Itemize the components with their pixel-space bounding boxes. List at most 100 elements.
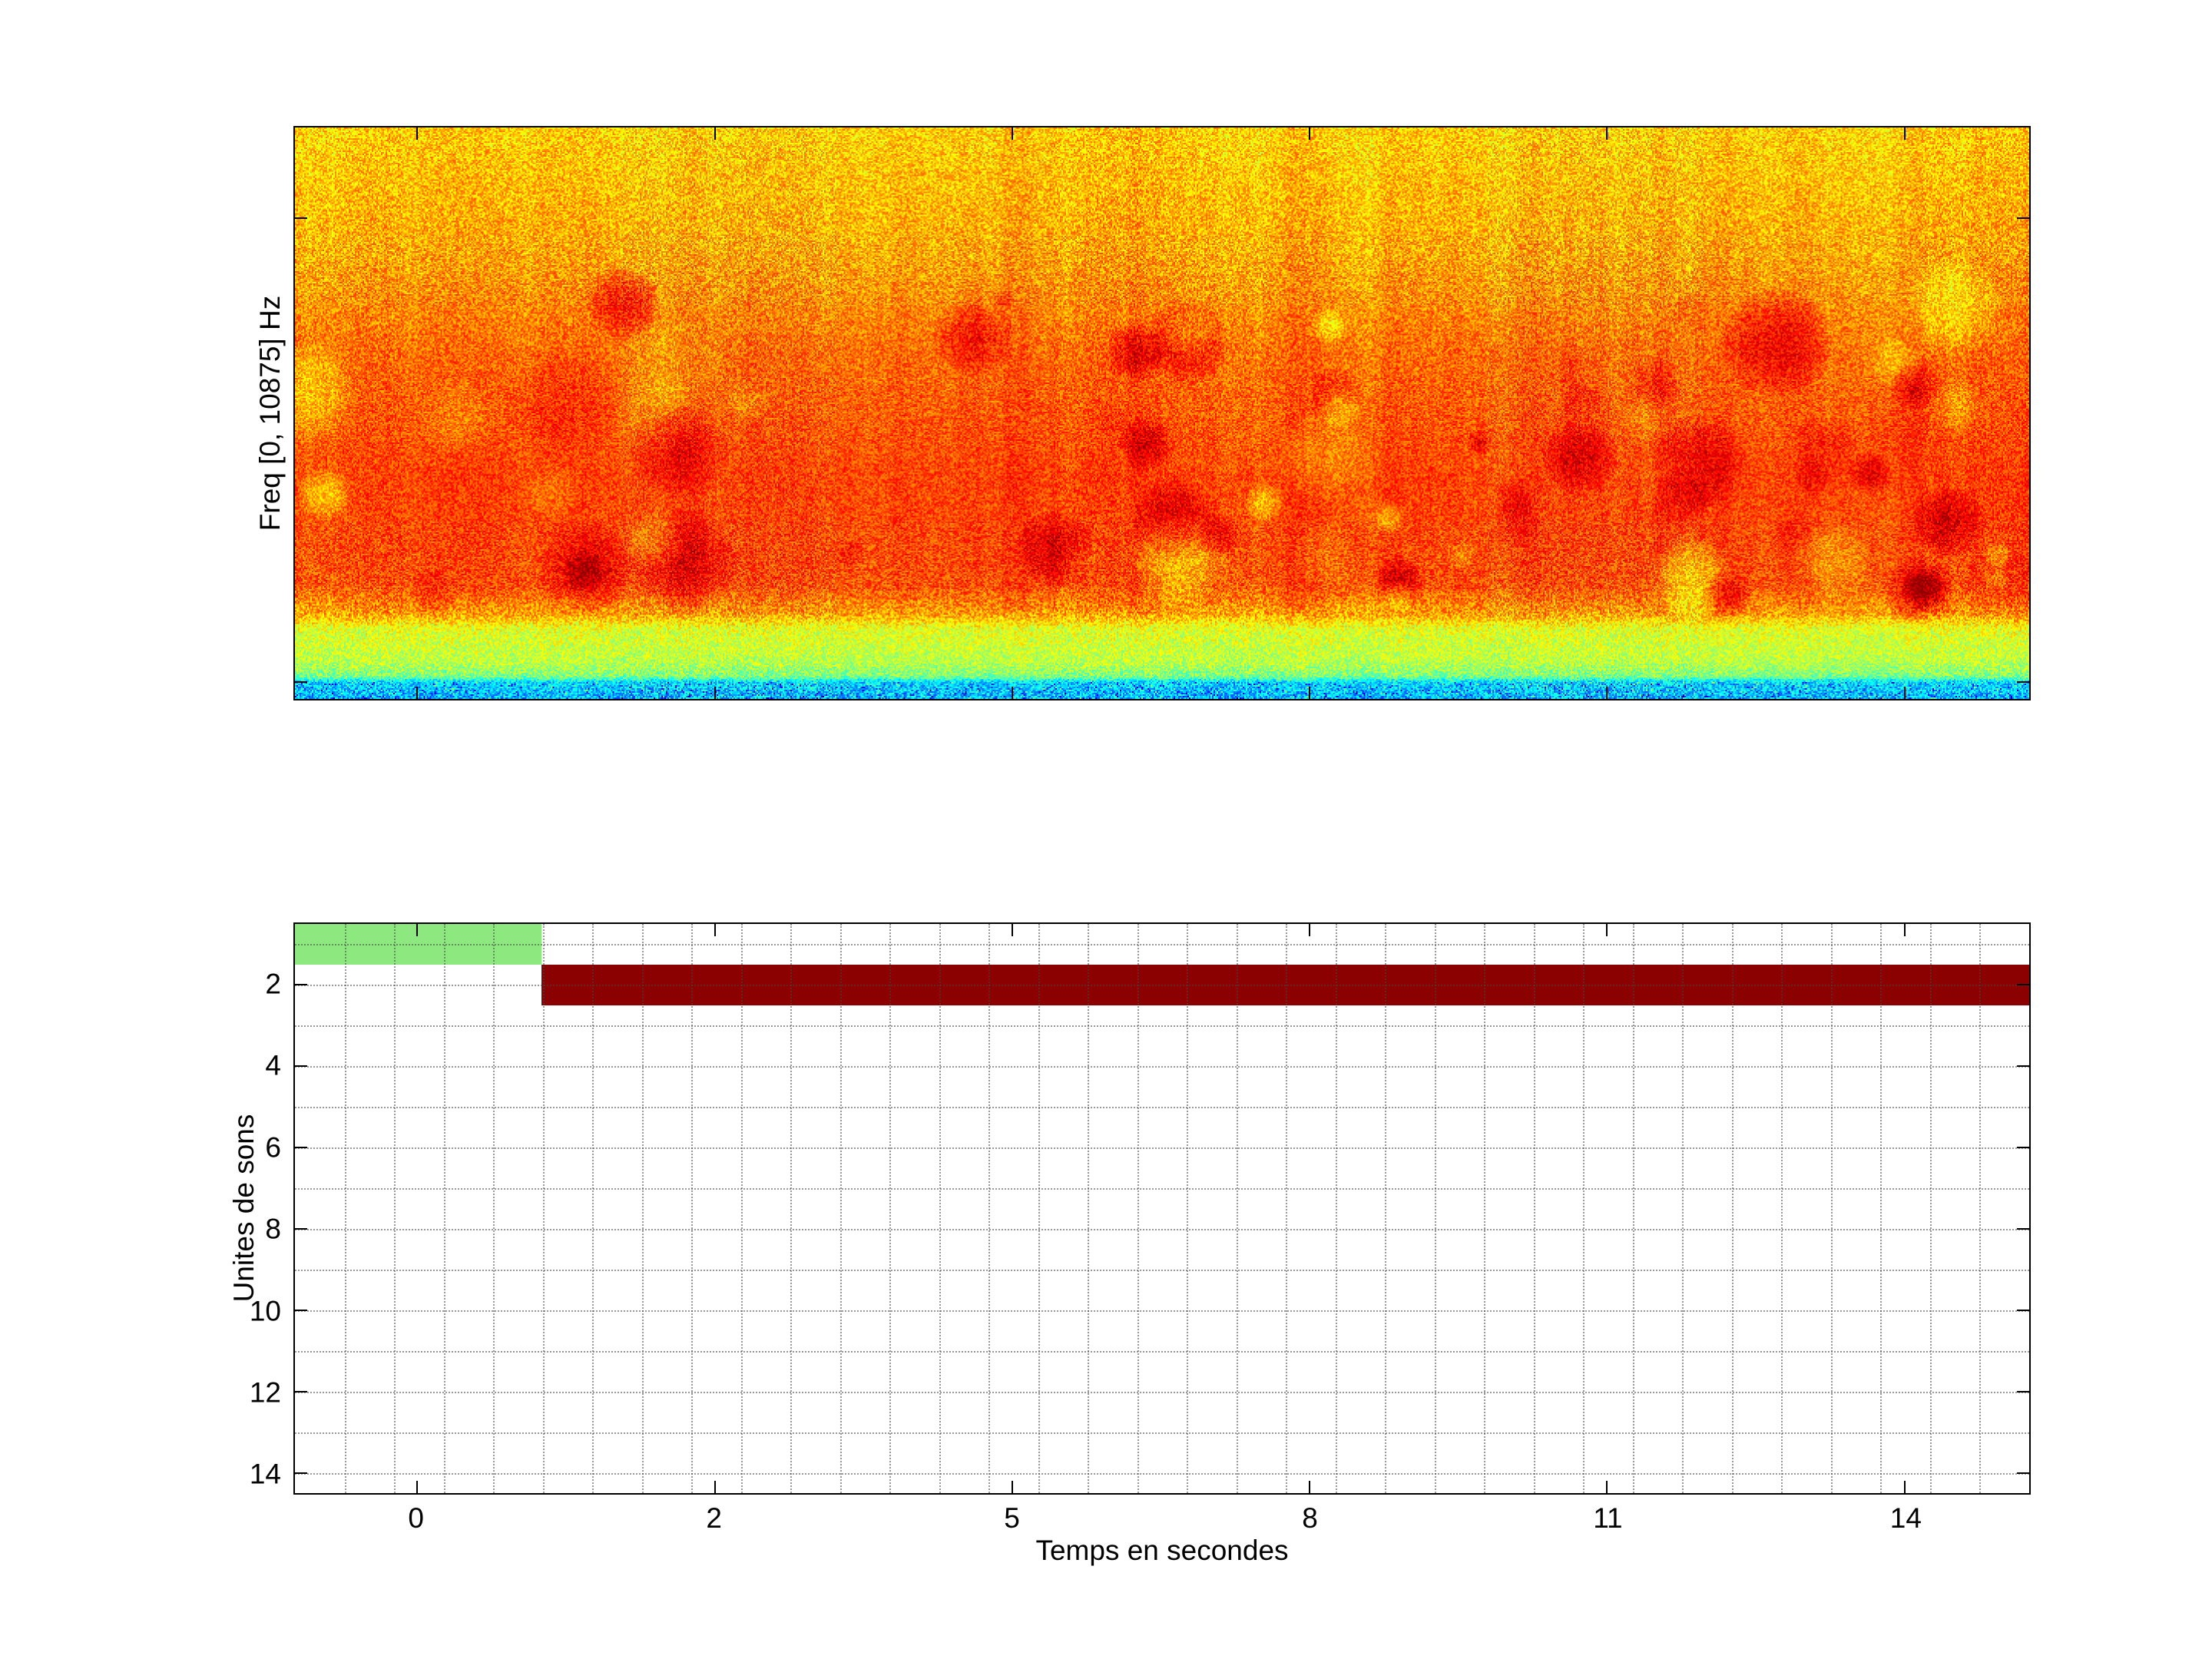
y-tick-mark <box>295 217 307 220</box>
grid-line-horizontal <box>295 1432 2029 1434</box>
grid-line-vertical <box>1979 924 1982 1493</box>
grid-line-vertical <box>1731 924 1734 1493</box>
y-tick-mark <box>295 1227 307 1230</box>
grid-line-vertical <box>1880 924 1883 1493</box>
y-tick-mark <box>295 1390 307 1392</box>
y-tick-mark <box>2017 1227 2029 1230</box>
x-tick-mark <box>416 127 419 140</box>
x-tick-mark <box>714 687 716 699</box>
x-tick-mark <box>1309 1481 1311 1493</box>
x-tick-mark <box>1903 127 1906 140</box>
grid-line-horizontal <box>295 1269 2029 1271</box>
grid-line-horizontal <box>295 1107 2029 1109</box>
grid-line-vertical <box>988 924 991 1493</box>
grid-line-horizontal <box>295 944 2029 946</box>
x-tick-label: 2 <box>706 1502 722 1534</box>
x-tick-mark <box>1903 687 1906 699</box>
grid-line-vertical <box>344 924 346 1493</box>
x-tick-mark <box>1011 924 1013 936</box>
grid-line-horizontal <box>295 1066 2029 1068</box>
timeline-x-axis-label: Temps en secondes <box>1035 1535 1289 1566</box>
grid-line-vertical <box>1781 924 1783 1493</box>
x-tick-mark <box>1309 924 1311 936</box>
x-tick-mark <box>1011 1481 1013 1493</box>
timeline-axes <box>293 922 2031 1495</box>
x-tick-mark <box>1011 687 1013 699</box>
x-tick-mark <box>416 924 419 936</box>
grid-line-vertical <box>889 924 892 1493</box>
x-tick-mark <box>1309 687 1311 699</box>
y-tick-mark <box>295 1309 307 1311</box>
grid-line-vertical <box>641 924 644 1493</box>
grid-line-vertical <box>1830 924 1833 1493</box>
x-tick-label: 11 <box>1593 1502 1623 1534</box>
x-tick-mark <box>1606 924 1608 936</box>
x-tick-mark <box>1011 127 1013 140</box>
y-tick-mark <box>295 1147 307 1149</box>
y-tick-label: 4 <box>265 1049 281 1081</box>
grid-line-vertical <box>790 924 793 1493</box>
grid-line-vertical <box>1533 924 1535 1493</box>
spectrogram-axes <box>293 126 2031 700</box>
grid-line-vertical <box>839 924 842 1493</box>
grid-line-vertical <box>1434 924 1436 1493</box>
x-tick-mark <box>1606 127 1608 140</box>
grid-line-horizontal <box>295 1472 2029 1475</box>
grid-line-vertical <box>493 924 495 1493</box>
x-tick-mark <box>1903 924 1906 936</box>
spectrogram-image <box>295 127 2029 699</box>
grid-line-vertical <box>1385 924 1387 1493</box>
grid-line-horizontal <box>295 1025 2029 1028</box>
grid-line-vertical <box>691 924 694 1493</box>
y-tick-mark <box>2017 1390 2029 1392</box>
grid-line-horizontal <box>295 1147 2029 1150</box>
y-tick-label: 12 <box>249 1376 281 1409</box>
y-tick-mark <box>295 984 307 986</box>
grid-line-vertical <box>1088 924 1090 1493</box>
x-tick-mark <box>416 1481 419 1493</box>
y-tick-label: 6 <box>265 1131 281 1164</box>
grid-line-vertical <box>1682 924 1684 1493</box>
y-tick-mark <box>295 1472 307 1474</box>
grid-line-vertical <box>939 924 941 1493</box>
x-tick-mark <box>714 1481 716 1493</box>
grid-line-vertical <box>394 924 396 1493</box>
y-tick-label: 10 <box>249 1295 281 1327</box>
y-tick-mark <box>2017 217 2029 220</box>
grid-line-horizontal <box>295 1188 2029 1190</box>
grid-line-vertical <box>542 924 545 1493</box>
x-tick-mark <box>714 127 716 140</box>
y-tick-mark <box>2017 1472 2029 1474</box>
x-tick-mark <box>416 687 419 699</box>
y-tick-mark <box>2017 1147 2029 1149</box>
y-tick-mark <box>2017 1309 2029 1311</box>
spectrogram-y-axis-label: Freq [0, 10875] Hz <box>254 295 286 531</box>
x-tick-mark <box>1903 1481 1906 1493</box>
y-tick-label: 2 <box>265 968 281 1000</box>
y-tick-mark <box>2017 984 2029 986</box>
x-tick-label: 14 <box>1889 1502 1922 1534</box>
grid-line-vertical <box>1137 924 1139 1493</box>
grid-line-horizontal <box>295 1310 2029 1312</box>
grid-line-vertical <box>1236 924 1238 1493</box>
grid-line-vertical <box>592 924 594 1493</box>
y-tick-mark <box>2017 1065 2029 1068</box>
x-tick-label: 0 <box>408 1502 424 1534</box>
grid-line-vertical <box>1484 924 1486 1493</box>
y-tick-mark <box>295 680 307 683</box>
grid-line-vertical <box>740 924 743 1493</box>
x-tick-mark <box>1309 127 1311 140</box>
y-tick-label: 14 <box>249 1458 281 1490</box>
y-tick-mark <box>295 1065 307 1068</box>
x-tick-mark <box>714 924 716 936</box>
grid-line-horizontal <box>295 1350 2029 1353</box>
grid-line-vertical <box>1335 924 1337 1493</box>
x-tick-mark <box>1606 687 1608 699</box>
y-tick-mark <box>2017 680 2029 683</box>
grid-line-horizontal <box>295 1228 2029 1230</box>
grid-line-horizontal <box>295 1391 2029 1393</box>
grid-line-vertical <box>1583 924 1585 1493</box>
grid-line-horizontal <box>295 985 2029 987</box>
x-tick-label: 8 <box>1302 1502 1318 1534</box>
grid-line-vertical <box>1038 924 1040 1493</box>
